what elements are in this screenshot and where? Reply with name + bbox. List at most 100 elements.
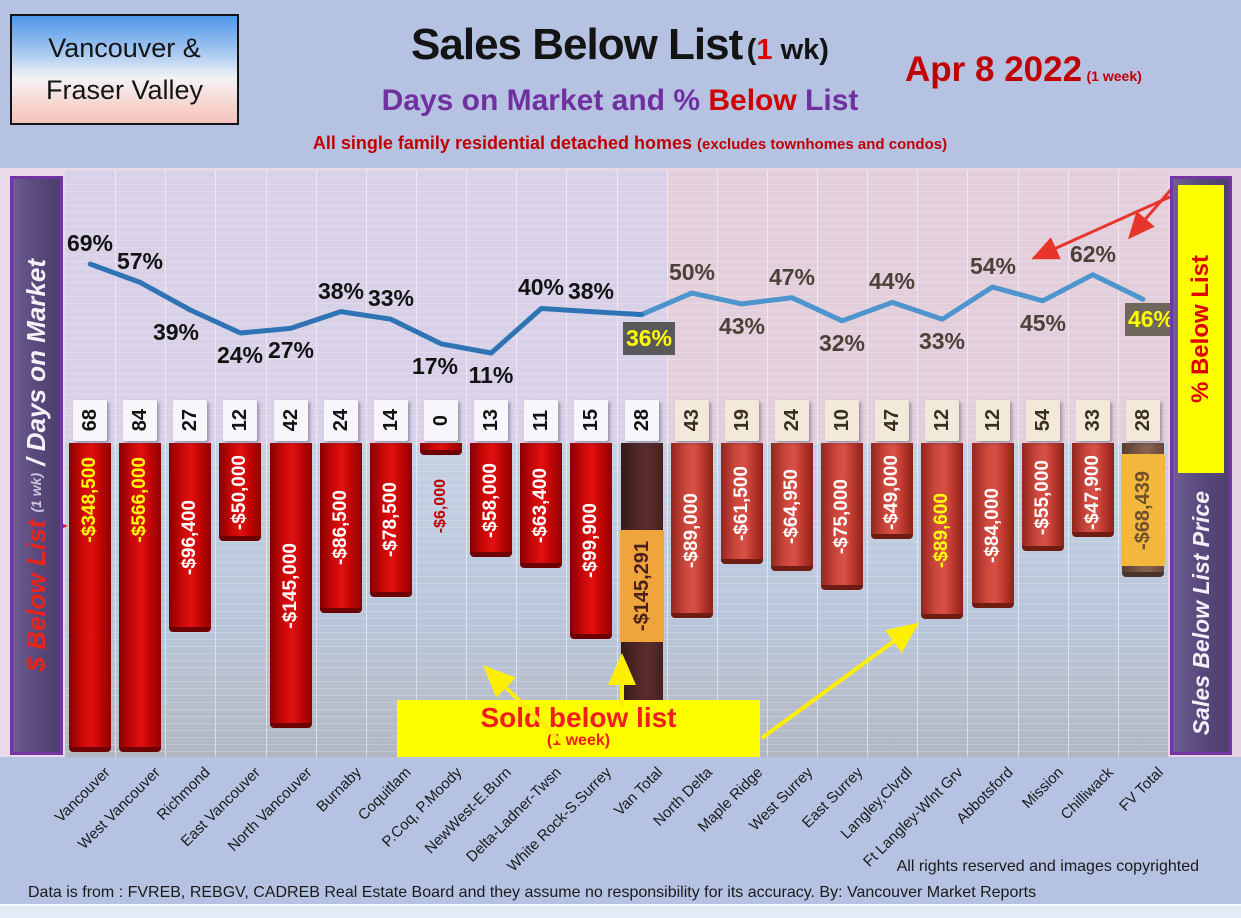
value-text: -$75,000 (831, 479, 852, 555)
gridline (366, 170, 367, 757)
region-line1: Vancouver & (48, 33, 201, 63)
days-value: 43 (680, 409, 703, 432)
pct-label-delta-ladner-twsn: 40% (517, 274, 565, 300)
right-axis-text: Sales Below List Price (1187, 491, 1214, 736)
value-label-north-vancouver: -$145,000 (278, 533, 304, 639)
bar-richmond (169, 443, 211, 632)
days-label-north-vancouver: 42 (274, 400, 308, 441)
pct-below-list-badge: % Below List (1178, 185, 1224, 473)
gridline (566, 170, 567, 757)
value-label-mission: -$55,000 (1030, 449, 1056, 547)
callout-line1: Sold below list (480, 702, 677, 733)
report-date: Apr 8 2022 (1 week) (905, 50, 1142, 89)
value-label-burnaby: -$86,500 (328, 475, 354, 581)
bar-maple-ridge (721, 443, 763, 564)
gridline (917, 170, 918, 757)
days-value: 28 (630, 409, 653, 432)
bar-west-surrey (771, 443, 813, 571)
bar-langley-clvrdl (871, 443, 913, 539)
region-box: Vancouver & Fraser Valley (10, 14, 239, 125)
gridline (165, 170, 166, 757)
days-value: 12 (930, 409, 953, 432)
value-label-fv-total: -$68,439 (1121, 454, 1165, 566)
pct-label-west-surrey: 47% (768, 264, 816, 290)
gridline (316, 170, 317, 757)
value-text: -$89,600 (931, 493, 952, 569)
pct-label-coquitlam: 33% (367, 285, 415, 311)
x-label-chilliwack: Chilliwack (1057, 764, 1118, 824)
value-label-east-surrey: -$75,000 (829, 464, 855, 570)
gridline (1118, 170, 1119, 757)
days-value: 27 (178, 409, 201, 432)
days-label-west-surrey: 24 (775, 400, 809, 441)
days-label-fv-total: 28 (1126, 400, 1160, 441)
bar-east-surrey (821, 443, 863, 590)
x-label-ft-langley-wlnt-grv: Ft Langley-Wlnt Grv (859, 764, 967, 871)
x-label-delta-ladner-twsn: Delta-Ladner-Twsn (463, 764, 566, 866)
gridline (516, 170, 517, 757)
value-label-north-delta: -$89,000 (679, 478, 705, 584)
pct-label-abbotsford: 54% (969, 253, 1017, 279)
value-text: -$61,500 (731, 466, 752, 542)
value-text: -$50,000 (229, 455, 250, 531)
pct-label-north-vancouver: 27% (267, 337, 315, 363)
days-label-mission: 54 (1026, 400, 1060, 441)
pct-label-p-coq-p-moody: 17% (411, 353, 459, 379)
days-label-burnaby: 24 (324, 400, 358, 441)
pct-label-white-rock-s-surrey: 38% (567, 278, 615, 304)
value-label-van-total: -$145,291 (620, 530, 664, 642)
value-label-coquitlam: -$78,500 (378, 467, 404, 573)
days-label-abbotsford: 12 (976, 400, 1010, 441)
pct-label-newwest-e-burn: 11% (468, 362, 514, 388)
value-label-west-surrey: -$64,950 (779, 454, 805, 560)
value-text: -$566,000 (129, 457, 150, 543)
value-text: -$68,439 (1131, 470, 1154, 550)
pct-label-burnaby: 38% (317, 278, 365, 304)
value-label-abbotsford: -$84,000 (980, 473, 1006, 579)
value-text: -$348,500 (79, 457, 100, 543)
days-value: 10 (830, 409, 853, 432)
value-label-p-coq-p-moody: -$6,000 (428, 463, 454, 549)
days-value: 11 (529, 409, 552, 432)
bar-chilliwack (1072, 443, 1114, 537)
days-label-chilliwack: 33 (1076, 400, 1110, 441)
days-label-p-coq-p-moody: 0 (424, 400, 458, 441)
bar-north-vancouver (270, 443, 312, 728)
days-value: 28 (1131, 409, 1154, 432)
rights-text: All rights reserved and images copyright… (896, 858, 1199, 875)
days-value: 47 (880, 409, 903, 432)
value-text: -$84,000 (982, 488, 1003, 564)
value-label-chilliwack: -$47,900 (1080, 449, 1106, 537)
pct-label-richmond: 39% (152, 319, 200, 345)
title-period: (1 wk) (746, 34, 829, 66)
pct-label-ft-langley-wlnt-grv: 33% (918, 328, 966, 354)
left-axis-dollar: $ Below List (21, 512, 51, 672)
value-label-ft-langley-wlnt-grv: -$89,600 (929, 478, 955, 584)
gridline (1018, 170, 1019, 757)
pct-label-vancouver: 69% (66, 230, 114, 256)
pct-label-chilliwack: 62% (1069, 241, 1117, 267)
bar-white-rock-s-surrey (570, 443, 612, 639)
bar-delta-ladner-twsn (520, 443, 562, 568)
pct-line-segment (87, 261, 645, 356)
days-value: 12 (981, 409, 1004, 432)
bar-west-vancouver (119, 443, 161, 752)
gridline (1068, 170, 1069, 757)
callout-line2: (1 week) (546, 732, 611, 749)
value-text: -$145,291 (630, 540, 653, 632)
value-text: -$99,900 (580, 503, 601, 579)
days-label-richmond: 27 (173, 400, 207, 441)
days-label-maple-ridge: 19 (725, 400, 759, 441)
value-label-vancouver: -$348,500 (77, 450, 103, 550)
value-text: -$78,500 (380, 482, 401, 558)
pct-label-north-delta: 50% (668, 259, 716, 285)
days-value: 15 (579, 409, 602, 432)
x-label-newwest-e-burn: NewWest-E.Burn (421, 764, 516, 858)
days-value: 14 (379, 409, 402, 432)
bar-newwest-e-burn (470, 443, 512, 557)
left-axis-text: $ Below List (1 wk) / Days on Market (21, 259, 52, 671)
pct-label-east-surrey: 32% (818, 330, 866, 356)
pct-label-west-vancouver: 57% (116, 248, 164, 274)
bar-mission (1022, 443, 1064, 551)
pct-label-langley-clvrdl: 44% (868, 268, 916, 294)
